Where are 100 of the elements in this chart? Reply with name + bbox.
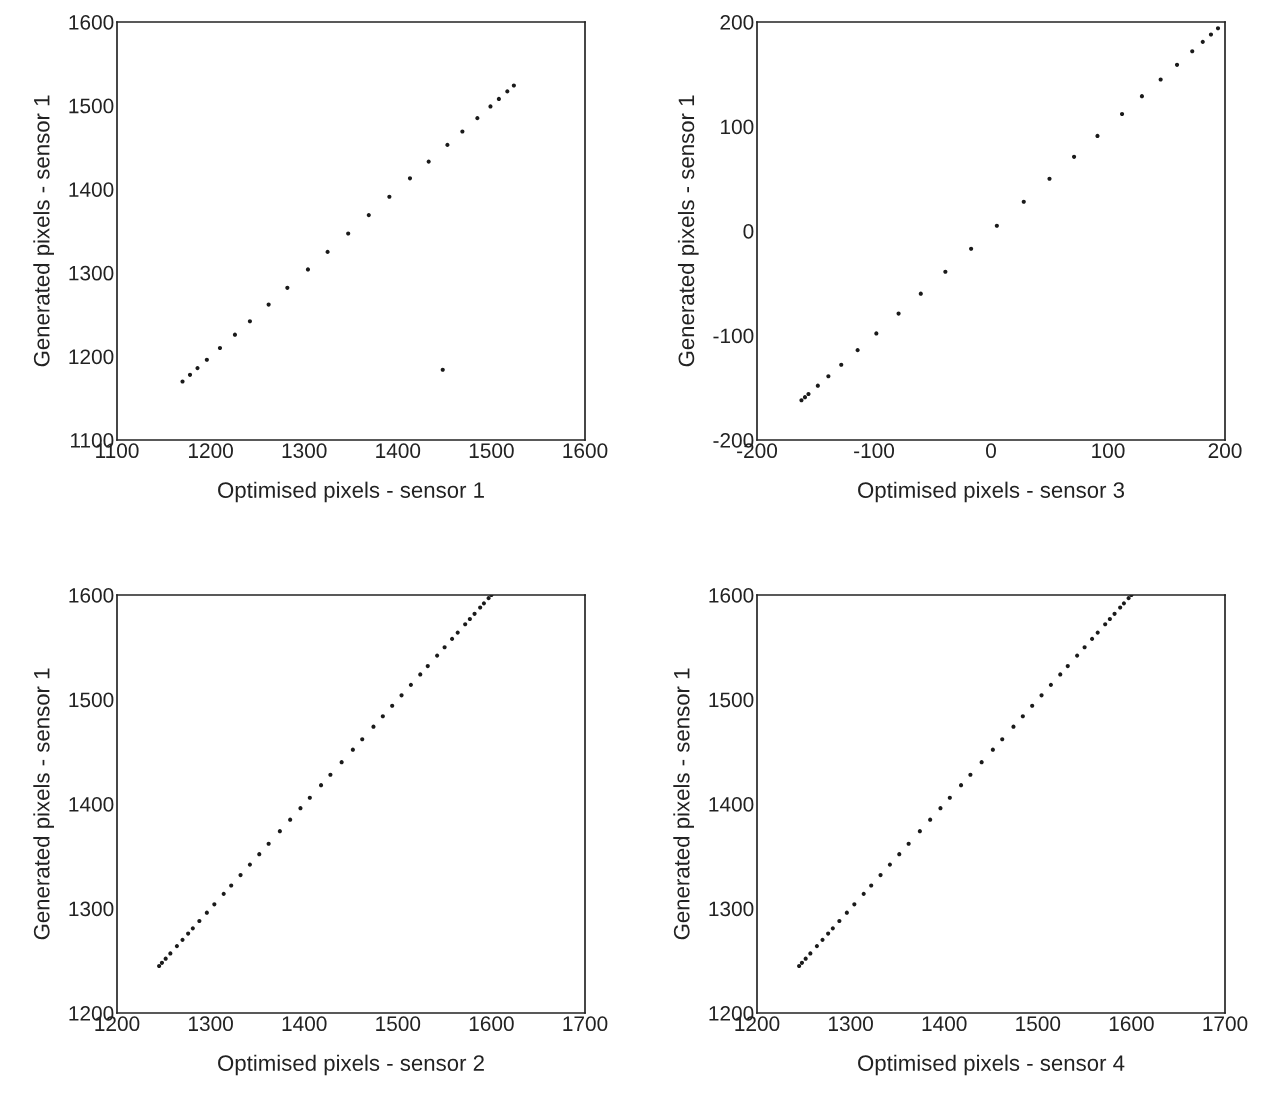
point: [445, 142, 450, 147]
y-axis-title: Generated pixels - sensor 1: [677, 95, 699, 367]
point: [266, 841, 271, 846]
x-tick-label: 1300: [282, 443, 327, 459]
point: [837, 918, 842, 924]
x-tick-label: 1600: [469, 1016, 514, 1032]
point: [217, 345, 223, 351]
point: [938, 806, 943, 811]
x-tick-label: 1200: [189, 443, 233, 459]
point: [350, 747, 355, 752]
point: [1090, 636, 1095, 641]
point: [887, 862, 892, 867]
point: [187, 372, 193, 377]
point: [1103, 622, 1108, 627]
point: [814, 944, 819, 949]
point: [994, 223, 999, 228]
point: [285, 285, 290, 290]
point: [1082, 645, 1087, 650]
point: [247, 862, 252, 867]
point: [826, 931, 831, 936]
point: [435, 653, 440, 658]
point: [475, 116, 480, 121]
point: [238, 872, 243, 878]
point: [505, 89, 510, 94]
point: [1190, 49, 1195, 54]
x-tick-label: 1400: [922, 1016, 967, 1032]
point: [968, 772, 973, 777]
point: [1020, 714, 1025, 719]
point: [969, 246, 974, 251]
x-tick-label: 100: [1092, 443, 1125, 459]
x-axis-title: Optimised pixels - sensor 3: [858, 481, 1125, 503]
point: [896, 311, 901, 316]
point: [1075, 653, 1080, 658]
x-axis-title: Optimised pixels - sensor 2: [218, 1054, 484, 1076]
point: [305, 267, 311, 272]
point: [1058, 672, 1063, 677]
point: [511, 83, 516, 88]
point: [455, 630, 460, 635]
point: [346, 231, 351, 236]
point: [878, 872, 883, 878]
point: [407, 176, 413, 181]
point: [830, 926, 835, 931]
point: [380, 714, 385, 719]
point: [1119, 111, 1125, 117]
point: [339, 760, 344, 765]
point: [917, 829, 922, 834]
point: [947, 795, 952, 800]
point: [906, 841, 911, 846]
point: [826, 374, 831, 379]
point: [360, 737, 365, 742]
y-tick-label: 1300: [69, 265, 114, 281]
y-tick-label: 1200: [69, 349, 114, 365]
point: [943, 269, 948, 274]
point: [1118, 605, 1123, 610]
point: [157, 963, 162, 969]
y-tick-label: 1600: [69, 588, 114, 603]
point: [803, 956, 808, 961]
point: [212, 902, 217, 907]
point: [467, 616, 472, 622]
point: [195, 366, 200, 371]
point: [1215, 26, 1221, 31]
point: [1121, 601, 1126, 606]
x-tick-label: 1500: [376, 1016, 421, 1032]
point: [408, 682, 413, 687]
point: [232, 332, 238, 337]
point: [163, 956, 168, 961]
x-tick-label: 1300: [829, 1016, 873, 1032]
point: [366, 213, 371, 218]
point: [806, 391, 811, 397]
point: [186, 931, 191, 936]
x-tick-label: -100: [854, 443, 895, 459]
point: [990, 747, 995, 752]
point: [174, 944, 179, 949]
point: [861, 891, 866, 896]
point: [958, 783, 964, 788]
point: [1139, 94, 1145, 99]
point: [1021, 199, 1026, 204]
point: [918, 291, 923, 296]
point: [288, 817, 293, 822]
point: [855, 348, 860, 353]
point: [1208, 32, 1214, 37]
point: [387, 194, 392, 199]
point: [204, 357, 209, 362]
y-tick-label: 0: [743, 224, 754, 239]
x-tick-label: 1600: [563, 443, 608, 459]
y-tick-label: 1400: [69, 797, 114, 812]
point: [298, 806, 303, 811]
y-tick-label: 100: [721, 119, 754, 135]
x-tick-label: 1400: [282, 1016, 327, 1032]
point: [277, 829, 282, 834]
point: [307, 795, 312, 800]
point: [1065, 663, 1070, 669]
x-tick-label: 1600: [1109, 1016, 1154, 1032]
point: [418, 672, 423, 677]
x-tick-label: 1700: [1203, 1016, 1248, 1032]
point: [197, 918, 202, 924]
point: [190, 926, 195, 931]
point: [1071, 154, 1077, 159]
y-tick-label: 1300: [709, 901, 754, 917]
point: [1107, 616, 1112, 622]
